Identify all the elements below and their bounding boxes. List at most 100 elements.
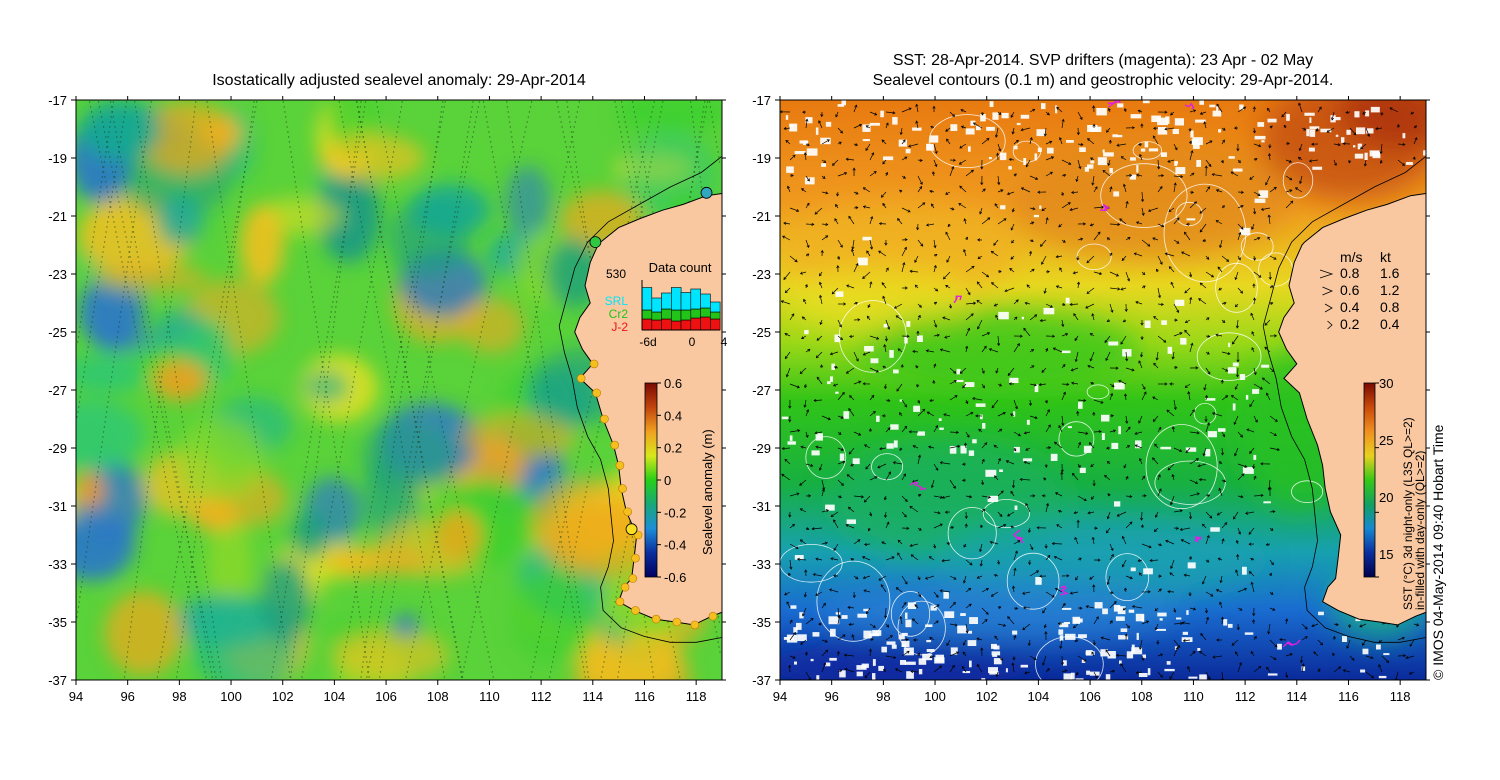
velocity-arrowhead	[1046, 112, 1050, 116]
track-dot	[291, 161, 294, 163]
track-dot	[384, 506, 386, 508]
track-dot	[537, 641, 539, 643]
track-dot	[294, 181, 296, 183]
track-dot	[400, 346, 403, 348]
anomaly-blob	[76, 399, 144, 471]
sealevel-contour	[805, 436, 847, 479]
track-dot	[712, 121, 714, 123]
track-dot	[128, 206, 130, 208]
track-dot	[423, 231, 425, 233]
track-dot	[479, 586, 482, 588]
track-dot	[576, 111, 578, 113]
track-dot	[404, 521, 406, 523]
track-dot	[571, 171, 573, 173]
track-dot	[178, 396, 180, 398]
track-dot	[352, 176, 354, 178]
track-dot	[137, 256, 139, 258]
track-dot	[196, 586, 199, 588]
track-dot	[152, 441, 155, 443]
velocity-arrowhead	[1049, 171, 1053, 175]
track-dot	[358, 211, 361, 213]
track-dot	[156, 251, 159, 253]
track-dot	[398, 411, 400, 413]
cloud-pixel	[891, 644, 897, 649]
right-map-title-line2: Sealevel contours (0.1 m) and geostrophi…	[872, 72, 1334, 89]
track-dot	[579, 446, 581, 448]
track-dot	[199, 426, 202, 428]
track-dot	[288, 671, 290, 673]
track-dot	[388, 406, 391, 408]
velocity-arrowhead	[902, 175, 906, 179]
cloud-pixel	[1087, 164, 1094, 169]
velocity-arrowhead	[1174, 147, 1178, 151]
velocity-arrowhead	[931, 171, 936, 175]
velocity-arrow	[1077, 159, 1081, 169]
track-dot	[239, 196, 241, 198]
track-dot	[577, 106, 579, 108]
track-dot	[187, 501, 189, 503]
track-dot	[451, 241, 453, 243]
velocity-arrow	[965, 169, 974, 177]
track-dot	[192, 556, 194, 558]
track-dot	[106, 226, 108, 228]
track-dot	[430, 561, 432, 563]
track-dot	[558, 526, 560, 528]
track-dot	[356, 596, 358, 598]
track-dot	[197, 591, 200, 593]
track-dot	[409, 331, 411, 333]
track-dot	[692, 121, 694, 123]
track-dot	[352, 166, 354, 168]
track-dot	[514, 416, 516, 418]
anomaly-feature	[394, 615, 418, 635]
track-dot	[185, 576, 187, 578]
track-dot	[131, 611, 134, 613]
track-dot	[518, 301, 520, 303]
track-dot	[99, 111, 102, 113]
track-dot	[635, 186, 637, 188]
track-dot	[646, 181, 648, 183]
track-dot	[349, 551, 352, 553]
track-dot	[176, 671, 179, 673]
track-dot	[340, 491, 343, 493]
track-dot	[195, 506, 197, 508]
track-dot	[379, 326, 382, 328]
track-dot	[330, 506, 333, 508]
sst-feature	[860, 310, 1140, 390]
track-dot	[328, 411, 331, 413]
track-dot	[461, 421, 463, 423]
track-dot	[331, 336, 333, 338]
track-dot	[698, 146, 700, 148]
track-dot	[541, 621, 544, 623]
track-dot	[569, 571, 571, 573]
track-dot	[375, 206, 377, 208]
cloud-pixel	[1174, 161, 1178, 166]
track-dot	[704, 116, 706, 118]
track-dot	[420, 456, 423, 458]
track-dot	[158, 666, 160, 668]
track-dot	[340, 251, 342, 253]
sealevel-contour	[1196, 332, 1262, 381]
track-dot	[148, 396, 150, 398]
track-dot	[575, 626, 578, 628]
track-dot	[473, 616, 475, 618]
track-dot	[152, 446, 154, 448]
cloud-pixel	[967, 630, 972, 634]
track-dot	[581, 221, 584, 223]
track-dot	[120, 161, 122, 163]
velocity-arrowhead	[1013, 173, 1017, 177]
track-dot	[383, 646, 386, 648]
track-dot	[112, 216, 114, 218]
track-dot	[197, 516, 199, 518]
track-dot	[461, 166, 464, 168]
track-dot	[126, 656, 128, 658]
track-dot	[463, 531, 465, 533]
track-dot	[332, 436, 334, 438]
track-dot	[441, 101, 444, 103]
track-dot	[644, 171, 647, 173]
track-dot	[80, 586, 83, 588]
anomaly-blob	[459, 298, 525, 354]
track-dot	[176, 561, 179, 563]
track-dot	[433, 386, 435, 388]
track-dot	[206, 391, 208, 393]
track-dot	[321, 416, 324, 418]
